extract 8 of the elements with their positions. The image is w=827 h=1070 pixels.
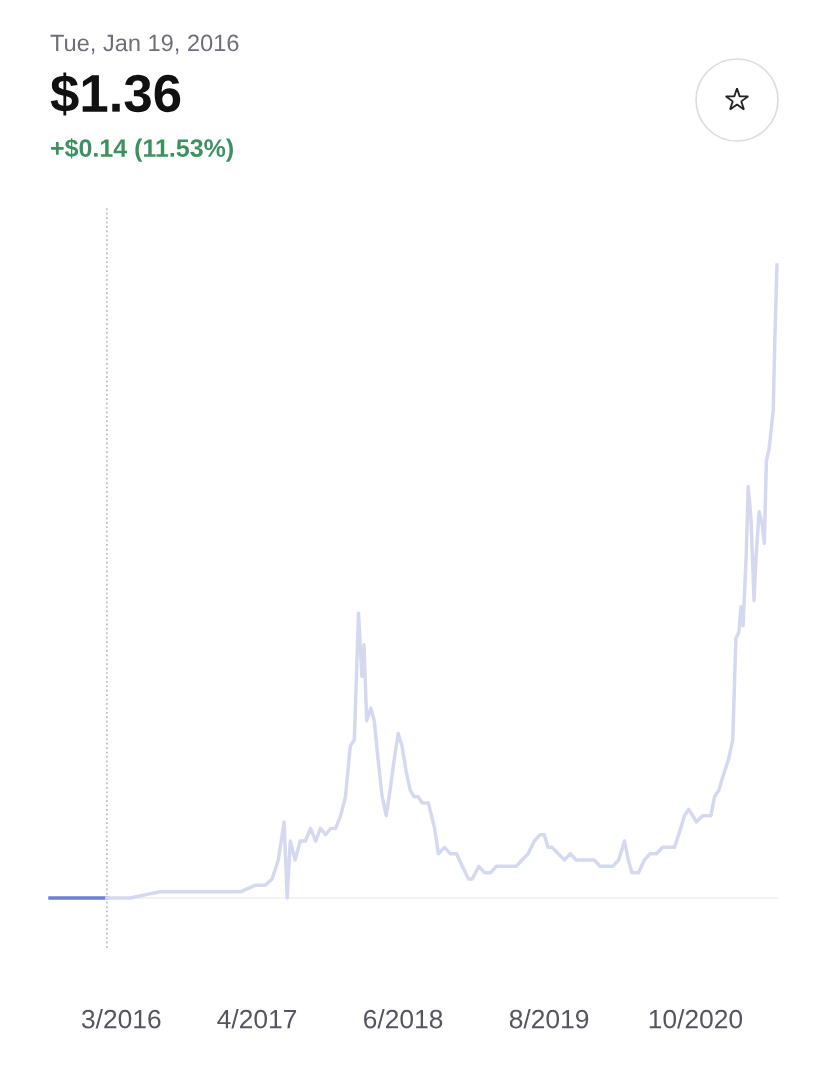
chart-subtitle: Tue, Jan 19, 2016 bbox=[50, 34, 239, 55]
x-tick-label: 3/2016 bbox=[81, 1009, 161, 1029]
x-tick-label: 8/2019 bbox=[509, 1009, 589, 1029]
x-tick-label: 10/2020 bbox=[649, 1009, 743, 1029]
x-tick-label: 4/2017 bbox=[217, 1009, 297, 1029]
chart-title: $1.36 bbox=[50, 72, 181, 116]
text: +$0.14 (11.53%) bbox=[51, 138, 233, 162]
x-tick-label: 6/2018 bbox=[364, 1009, 443, 1029]
